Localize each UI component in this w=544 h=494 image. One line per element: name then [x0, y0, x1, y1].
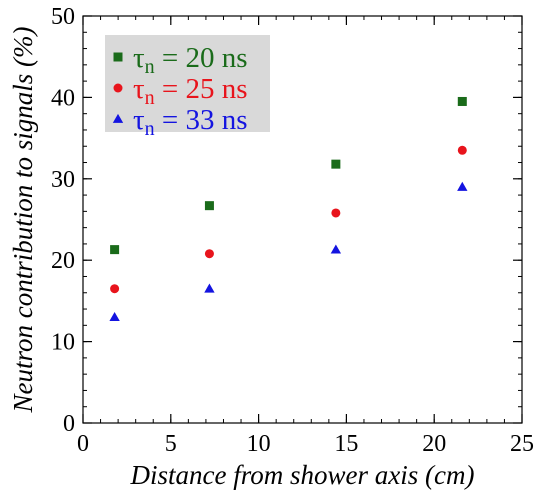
- legend-marker-circle: [113, 83, 123, 93]
- tick-labels: 0 5 10 15 20 25 0 10 20 30 40 50: [51, 4, 534, 457]
- y-tick-label: 0: [63, 411, 75, 437]
- x-tick-label: 0: [77, 431, 89, 457]
- x-tick-label: 10: [247, 431, 271, 457]
- legend-marker-square: [113, 52, 123, 62]
- legend-value: = 20 ns: [155, 42, 248, 74]
- data-point-circle: [204, 249, 214, 259]
- data-point-triangle: [204, 283, 215, 293]
- data-point-circle: [457, 145, 467, 155]
- data-point-square: [204, 201, 214, 211]
- x-axis-title: Distance from shower axis (cm): [130, 460, 475, 490]
- legend-symbol: τ: [133, 73, 145, 105]
- data-point-square: [457, 96, 467, 106]
- y-tick-label: 40: [51, 85, 75, 111]
- y-tick-label: 10: [51, 330, 75, 356]
- y-tick-label: 20: [51, 248, 75, 274]
- legend-symbol: τ: [133, 42, 145, 74]
- legend-subscript: n: [145, 56, 155, 78]
- legend-box: [105, 35, 270, 132]
- plot-frame: [82, 15, 523, 424]
- y-tick-label: 50: [51, 4, 75, 30]
- legend-subscript: n: [145, 118, 155, 140]
- data-point-circle: [110, 284, 120, 294]
- x-tick-label: 25: [510, 431, 534, 457]
- legend-subscript: n: [145, 87, 155, 109]
- x-tick-label: 15: [334, 431, 358, 457]
- data-point-square: [110, 245, 120, 255]
- data-point-triangle: [457, 181, 468, 191]
- y-tick-label: 30: [51, 167, 75, 193]
- legend-symbol: τ: [133, 104, 145, 136]
- data-point-circle: [331, 208, 341, 218]
- legend-label: τn = 25 ns: [133, 73, 248, 109]
- data-point-triangle: [109, 312, 120, 322]
- legend-value: = 33 ns: [155, 104, 248, 136]
- x-tick-label: 20: [422, 431, 446, 457]
- legend-label: τn = 20 ns: [133, 42, 248, 78]
- legend-label: τn = 33 ns: [133, 104, 248, 140]
- y-axis-title: Neutron contribution to signals (%): [8, 27, 38, 414]
- data-point-square: [331, 159, 341, 169]
- x-tick-label: 5: [165, 431, 177, 457]
- data-point-triangle: [330, 244, 342, 254]
- legend-value: = 25 ns: [155, 73, 248, 105]
- data-markers: [109, 96, 468, 322]
- legend-marker-triangle: [112, 113, 124, 123]
